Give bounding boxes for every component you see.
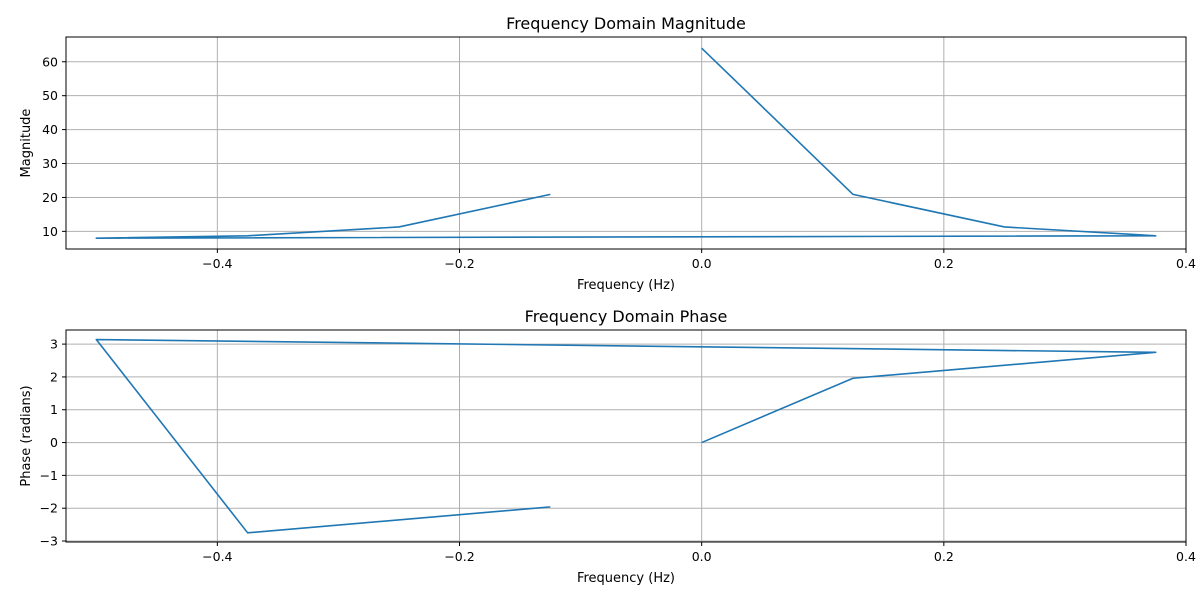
magnitude-y-tick-label: 50	[42, 88, 58, 103]
magnitude-y-tick-label: 30	[42, 156, 58, 171]
phase-y-tick-label: −2	[40, 501, 58, 516]
magnitude-x-tick-label: 0.2	[934, 256, 954, 271]
phase-chart-title: Frequency Domain Phase	[525, 307, 728, 326]
phase-y-tick-label: 3	[50, 337, 58, 352]
phase-y-tick-label: −1	[40, 468, 58, 483]
phase-x-tick-label: 0.2	[934, 549, 954, 564]
phase-series-line	[95, 338, 1157, 534]
magnitude-y-tick-label: 10	[42, 224, 58, 239]
magnitude-x-tick-label: 0.4	[1176, 256, 1196, 271]
magnitude-chart-title: Frequency Domain Magnitude	[506, 14, 746, 33]
magnitude-x-tick-label: −0.4	[202, 256, 232, 271]
phase-y-tick-label: 2	[50, 369, 58, 384]
magnitude-y-tick-label: 20	[42, 190, 58, 205]
phase-axes-frame	[65, 329, 1187, 543]
magnitude-x-tick-label: −0.2	[444, 256, 474, 271]
magnitude-y-tick-label: 60	[42, 54, 58, 69]
magnitude-x-tick-label: 0.0	[692, 256, 712, 271]
phase-chart: −0.4 −0.2 0.0 0.2 0.4 −3 −2 −1 0 1 2 3 Frequency Dom…	[19, 307, 1196, 586]
phase-x-tick-label: 0.4	[1176, 549, 1196, 564]
phase-x-tick-label: −0.4	[202, 549, 232, 564]
magnitude-x-axis-label: Frequency (Hz)	[577, 278, 675, 293]
magnitude-axes-frame	[65, 36, 1187, 250]
phase-x-axis-label: Frequency (Hz)	[577, 571, 675, 586]
phase-x-tick-label: −0.2	[444, 549, 474, 564]
magnitude-y-tick-label: 40	[42, 122, 58, 137]
phase-y-tick-label: 1	[50, 402, 58, 417]
phase-y-tick-label: 0	[50, 435, 58, 450]
magnitude-series-line	[95, 47, 1157, 239]
phase-y-tick-label: −3	[40, 534, 58, 549]
phase-x-tick-label: 0.0	[692, 549, 712, 564]
phase-y-axis-label: Phase (radians)	[19, 385, 34, 486]
magnitude-y-axis-label: Magnitude	[19, 109, 34, 178]
magnitude-chart: −0.4 −0.2 0.0 0.2 0.4 10 20 30 40 50 60 Frequency D…	[19, 14, 1196, 293]
